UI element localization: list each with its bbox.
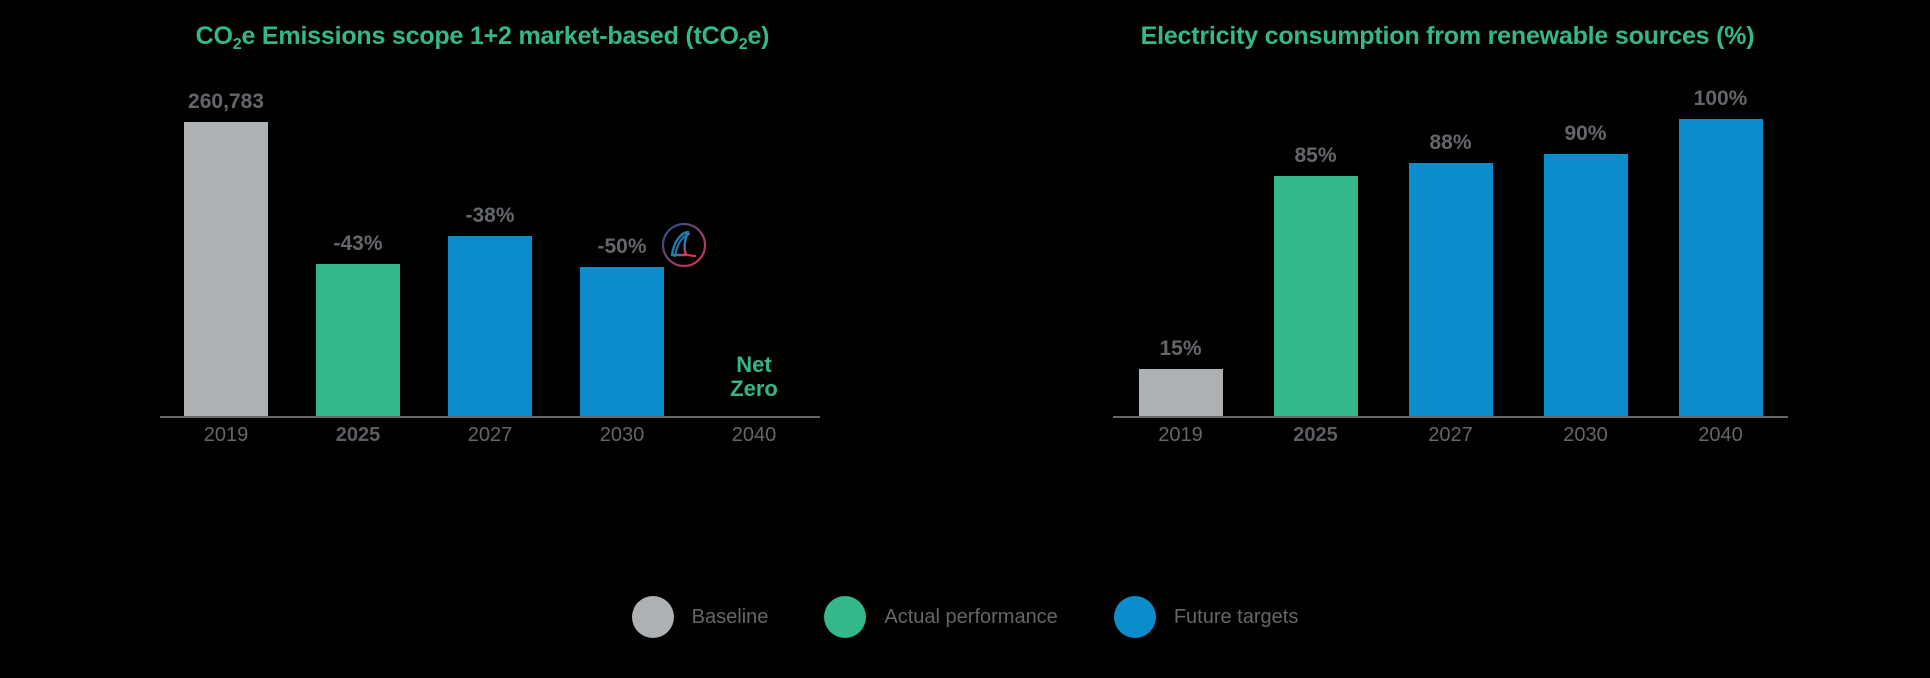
bar-value-label: 85% [1294, 143, 1337, 167]
x-tick-2030: 2030 [1563, 424, 1608, 446]
x-tick-2025: 2025 [1293, 424, 1338, 446]
legend-item-1[interactable]: Actual performance [824, 596, 1058, 638]
legend-label: Future targets [1173, 605, 1299, 628]
bar-slot: Net Zero [688, 100, 820, 416]
bar-value-label: 90% [1564, 121, 1607, 145]
bar-2030[interactable]: 90% [1543, 122, 1628, 416]
x-tick-2040: 2040 [731, 424, 777, 446]
bar-group-renewables: 15% 85% 88% 90% 100% [1113, 87, 1788, 416]
circle-swatch-grey-icon [631, 596, 674, 638]
x-axis-ticks-renewables: 2019 2025 2027 2030 2040 [1113, 424, 1788, 447]
bar-value-label: 260,783 [188, 90, 264, 114]
circle-swatch-blue-icon [1113, 596, 1156, 638]
x-tick-2025: 2025 [335, 424, 381, 446]
bar-slot: 260,783 [160, 90, 292, 416]
chart-panel-emissions: CO2e Emissions scope 1+2 market-based (t… [0, 0, 965, 580]
legend-label: Baseline [691, 605, 769, 628]
chart-title-emissions: CO2e Emissions scope 1+2 market-based (t… [0, 22, 965, 53]
bar-2027[interactable]: 88% [1408, 131, 1493, 416]
bar-slot: 88% [1383, 100, 1518, 416]
bar-2027[interactable]: -38% [448, 204, 532, 416]
x-tick-2019: 2019 [203, 424, 249, 446]
x-tick-2019: 2019 [1158, 424, 1203, 446]
charts-row: CO2e Emissions scope 1+2 market-based (t… [0, 0, 1930, 580]
legend-item-2[interactable]: Future targets [1113, 596, 1299, 638]
net-zero-annotation: Net Zero [730, 351, 778, 402]
x-tick-2030: 2030 [599, 424, 645, 446]
bar-2040[interactable]: 100% [1678, 87, 1763, 416]
bar-slot: 90% [1518, 100, 1653, 416]
x-tick-2027: 2027 [467, 424, 513, 446]
title-text: e Emissions scope 1+2 market-based (tCO [241, 22, 739, 50]
bar-2019[interactable]: 15% [1138, 337, 1223, 416]
bar-slot: -38% [424, 100, 556, 416]
bar-slot: 100% [1653, 87, 1788, 416]
legend-item-0[interactable]: Baseline [631, 596, 769, 638]
title-text: CO [195, 22, 233, 50]
plot-area-emissions: 260,783 -43% -38% -50% Net Zero [160, 90, 820, 418]
bar-value-label: 15% [1159, 336, 1202, 360]
bar-value-label: 100% [1693, 86, 1748, 110]
bar-2025[interactable]: 85% [1273, 144, 1358, 416]
bar-slot: 85% [1248, 100, 1383, 416]
title-subscript: 2 [738, 36, 748, 53]
title-subscript: 2 [232, 36, 242, 53]
chart-title-renewables: Electricity consumption from renewable s… [1140, 22, 1755, 50]
circular-swoosh-logo-icon [661, 222, 707, 268]
x-axis-line-emissions [160, 416, 820, 418]
net-zero-line-2: Zero [730, 376, 778, 402]
x-axis-line-renewables [1113, 416, 1788, 418]
bar-value-label: -50% [597, 235, 647, 259]
chart-legend: Baseline Actual performance Future targets [0, 596, 1930, 638]
bar-slot: -50% [556, 100, 688, 416]
title-text: e) [747, 22, 770, 50]
legend-label: Actual performance [884, 605, 1058, 628]
bar-slot: 15% [1113, 100, 1248, 416]
bar-2030[interactable]: -50% [580, 235, 664, 416]
bar-value-label: 88% [1429, 131, 1472, 155]
bar-value-label: -38% [465, 203, 515, 227]
bar-2019[interactable]: 260,783 [184, 90, 268, 416]
bar-group-emissions: 260,783 -43% -38% -50% Net Zero [160, 90, 820, 416]
bar-value-label: -43% [333, 232, 383, 256]
bar-slot: -43% [292, 100, 424, 416]
x-tick-2040: 2040 [1698, 424, 1743, 446]
x-tick-2027: 2027 [1428, 424, 1473, 446]
chart-panel-renewables: Electricity consumption from renewable s… [965, 0, 1930, 580]
x-axis-ticks-emissions: 2019 2025 2027 2030 2040 [160, 424, 820, 447]
circle-swatch-green-icon [824, 596, 867, 638]
plot-area-renewables: 15% 85% 88% 90% 100% [1113, 87, 1788, 418]
bar-2025[interactable]: -43% [316, 232, 400, 416]
net-zero-line-1: Net [736, 351, 772, 377]
